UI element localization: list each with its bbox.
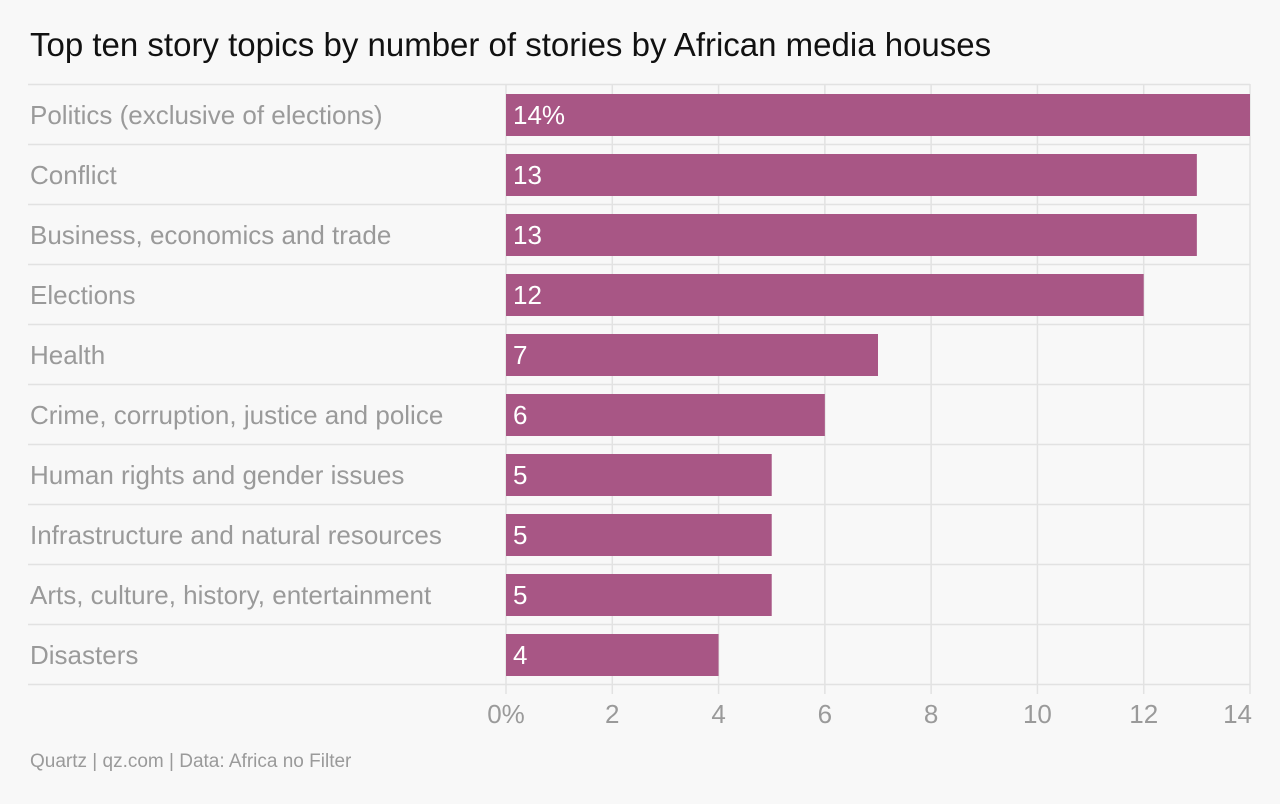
bar: [506, 334, 878, 376]
category-label: Arts, culture, history, entertainment: [30, 580, 432, 610]
bar-value-label: 5: [513, 580, 527, 610]
bar: [506, 514, 772, 556]
bar-value-label: 12: [513, 280, 542, 310]
bar: [506, 394, 825, 436]
category-label: Crime, corruption, justice and police: [30, 400, 443, 430]
bar: [506, 154, 1197, 196]
x-tick-label: 4: [711, 699, 725, 729]
x-tick-label: 8: [924, 699, 938, 729]
x-tick-label: 0%: [487, 699, 525, 729]
category-label: Conflict: [30, 160, 117, 190]
category-label: Elections: [30, 280, 136, 310]
category-label: Infrastructure and natural resources: [30, 520, 442, 550]
chart-title: Top ten story topics by number of storie…: [30, 26, 992, 63]
bar: [506, 634, 719, 676]
category-labels: Politics (exclusive of elections) Conflic…: [30, 100, 443, 670]
bar: [506, 454, 772, 496]
category-label: Politics (exclusive of elections): [30, 100, 383, 130]
bar-value-label: 14%: [513, 100, 565, 130]
value-labels: 14% 13 13 12 7 6 5 5 5 4: [513, 100, 565, 670]
category-label: Disasters: [30, 640, 138, 670]
bar: [506, 274, 1144, 316]
bar: [506, 94, 1250, 136]
x-tick-label: 14: [1223, 699, 1252, 729]
bars: [506, 94, 1250, 676]
bar-value-label: 13: [513, 160, 542, 190]
category-label: Health: [30, 340, 105, 370]
gridlines: [28, 83, 1251, 694]
source-note: Quartz | qz.com | Data: Africa no Filter: [30, 751, 352, 772]
x-tick-label: 10: [1023, 699, 1052, 729]
bar-value-label: 7: [513, 340, 527, 370]
bar-value-label: 5: [513, 460, 527, 490]
category-label: Business, economics and trade: [30, 220, 391, 250]
bar: [506, 214, 1197, 256]
bar-value-label: 4: [513, 640, 527, 670]
x-tick-label: 6: [818, 699, 832, 729]
category-label: Human rights and gender issues: [30, 460, 404, 490]
x-tick-label: 12: [1129, 699, 1158, 729]
x-axis-ticks: 0% 2 4 6 8 10 12 14: [487, 699, 1252, 729]
bar-value-label: 6: [513, 400, 527, 430]
bar: [506, 574, 772, 616]
bar-value-label: 13: [513, 220, 542, 250]
bar-value-label: 5: [513, 520, 527, 550]
x-tick-label: 2: [605, 699, 619, 729]
